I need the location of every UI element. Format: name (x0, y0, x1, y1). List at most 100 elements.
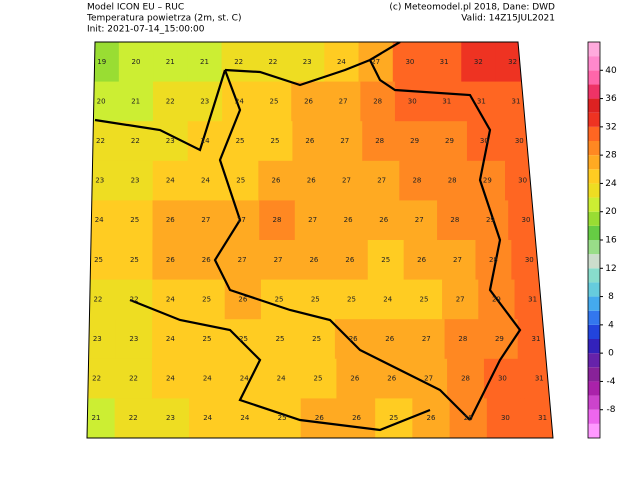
temperature-label: 26 (307, 177, 316, 185)
colorbar-bin (588, 56, 600, 71)
temperature-cell (327, 121, 363, 162)
header-line: Init: 2021-07-14_15:00:00 (87, 25, 205, 35)
temperature-label: 26 (349, 335, 358, 343)
temperature-cell (486, 398, 525, 438)
temperature-cell (222, 81, 258, 122)
temperature-label: 25 (275, 295, 284, 303)
temperature-cell (115, 358, 153, 399)
colorbar-bin (588, 353, 600, 368)
temperature-label: 22 (96, 137, 105, 145)
temperature-label: 22 (129, 375, 138, 383)
colorbar-label: 8 (608, 292, 614, 302)
temperature-cell (87, 319, 117, 360)
temperature-label: 25 (314, 375, 323, 383)
colorbar-bin (588, 141, 600, 156)
temperature-label: 25 (389, 414, 398, 422)
border (94, 69, 227, 152)
temperature-cell (292, 121, 328, 162)
temperature-label: 31 (440, 58, 449, 66)
temperature-label: 24 (166, 295, 175, 303)
temperature-cell (299, 358, 337, 399)
temperature-label: 22 (130, 295, 139, 303)
temperature-cell (117, 160, 154, 201)
temperature-label: 26 (427, 414, 436, 422)
temperature-cell (260, 240, 297, 281)
temperature-cell (524, 398, 553, 438)
temperature-cell (188, 279, 226, 320)
colorbar-bin (588, 197, 600, 212)
temperature-label: 26 (345, 256, 354, 264)
temperature-label: 29 (445, 137, 454, 145)
colorbar-bin (588, 268, 600, 283)
temperature-label: 26 (385, 335, 394, 343)
temperature-label: 23 (93, 335, 102, 343)
temperature-label: 26 (272, 177, 281, 185)
temperature-label: 24 (240, 414, 249, 422)
temperature-cell (114, 398, 153, 438)
temperature-label: 27 (456, 295, 465, 303)
temperature-label: 26 (304, 97, 313, 105)
colorbar-label: 4 (608, 320, 614, 330)
temperature-label: 31 (538, 414, 547, 422)
temperature-label: 24 (203, 375, 212, 383)
temperature-cell (412, 398, 451, 438)
colorbar-bin (588, 339, 600, 354)
colorbar-label: 12 (605, 264, 616, 274)
temperature-cell (224, 240, 261, 281)
temperature-label: 25 (130, 256, 139, 264)
temperature-label: 27 (377, 177, 386, 185)
temperature-label: 22 (166, 97, 175, 105)
temperature-label: 28 (458, 335, 467, 343)
colorbar-bin (588, 112, 600, 127)
temperature-label: 25 (311, 295, 320, 303)
colorbar-bin (588, 310, 600, 325)
temperature-cell (328, 160, 365, 201)
temperature-label: 24 (277, 375, 286, 383)
temperature-cell (392, 42, 428, 83)
temperature-label: 24 (201, 177, 210, 185)
temperature-cell (261, 319, 299, 360)
temperature-label: 26 (315, 414, 324, 422)
temperature-label: 27 (371, 58, 380, 66)
border (129, 298, 431, 432)
colorbar-label: 20 (605, 207, 617, 217)
temperature-label: 28 (375, 137, 384, 145)
temperature-label: 31 (442, 97, 451, 105)
colorbar-bin (588, 70, 600, 85)
temperature-cell (362, 121, 398, 162)
colorbar-label: 28 (605, 151, 617, 161)
temperature-cell (360, 81, 396, 122)
temperature-label: 27 (415, 216, 424, 224)
temperature-label: 27 (201, 216, 210, 224)
temperature-label: 24 (166, 375, 175, 383)
colorbar-bin (588, 42, 600, 57)
temperature-cell (291, 81, 327, 122)
colorbar-bin (588, 225, 600, 240)
colorbar-label: -8 (607, 405, 616, 415)
colorbar-bin (588, 324, 600, 339)
temperature-cell (151, 358, 190, 399)
temperature-cell (116, 279, 153, 320)
colorbar-bin (588, 282, 600, 297)
temperature-label: 27 (238, 256, 247, 264)
temperature-cell (371, 319, 409, 360)
temperature-label: 29 (495, 335, 504, 343)
temperature-cell (293, 160, 330, 201)
temperature-label: 27 (274, 256, 283, 264)
temperature-label: 24 (95, 216, 104, 224)
temperature-label: 26 (352, 414, 361, 422)
temperature-label: 25 (202, 335, 211, 343)
temperature-label: 30 (525, 256, 534, 264)
temperature-label: 25 (94, 256, 103, 264)
colorbar-bin (588, 367, 600, 382)
temperature-label: 27 (339, 97, 348, 105)
temperature-label: 20 (97, 97, 106, 105)
temperature-cell (298, 319, 336, 360)
temperature-cell (115, 319, 153, 360)
temperature-label: 23 (200, 97, 209, 105)
colorbar-bin (588, 296, 600, 311)
temperature-cell (225, 319, 263, 360)
map-frame (86, 41, 554, 439)
temperature-label: 31 (528, 295, 537, 303)
